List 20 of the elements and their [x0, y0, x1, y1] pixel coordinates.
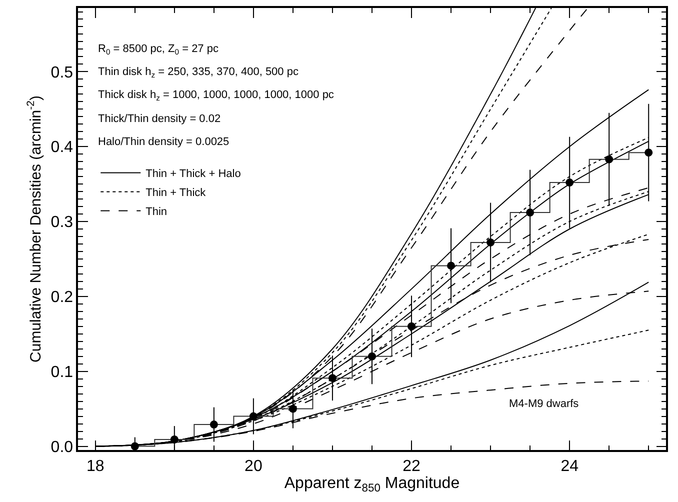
y-tick-label: 0.3 [50, 214, 74, 232]
x-tick-label: 20 [244, 458, 262, 475]
legend-label: Thin [146, 206, 168, 218]
x-tick-label: 24 [560, 458, 579, 475]
y-tick-label: 0.4 [50, 139, 74, 156]
annotation: Thick disk h$_{z}$ = 1000, 1000, 1000, 1000, 1000 pc [98, 89, 334, 102]
x-axis-title: Apparent z$_{850}$ Magnitude [284, 474, 460, 494]
x-tick-label: 22 [402, 458, 421, 475]
y-tick-label: 0.5 [50, 64, 74, 82]
annotation: M4-M9 dwarfs [509, 398, 580, 410]
y-tick-label: 0.1 [50, 364, 74, 381]
legend-label: Thin + Thick [146, 187, 206, 200]
annotation: Halo/Thin density = 0.0025 [98, 136, 230, 148]
legend-label: Thin + Thick + Halo [146, 168, 241, 180]
annotation: Thick/Thin density = 0.02 [98, 113, 221, 125]
y-tick-label: 0.2 [50, 289, 74, 306]
y-tick-label: 0.0 [50, 438, 74, 456]
annotation: R$_{0}$ = 8500 pc, Z$_{0}$ = 27 pc [98, 43, 219, 56]
annotation: Thin disk h$_{z}$ = 250, 335, 370, 400, 500 pc [98, 66, 299, 80]
x-tick-label: 18 [86, 458, 104, 475]
